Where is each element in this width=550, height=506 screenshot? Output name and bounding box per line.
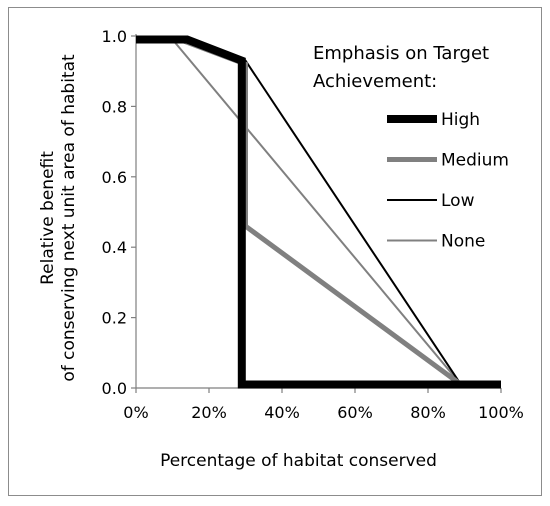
y-axis-title-line: Relative benefit	[38, 151, 58, 285]
x-tick-label: 60%	[337, 403, 373, 422]
x-tick-label: 0%	[123, 403, 148, 422]
y-tick-label: 0.4	[102, 238, 127, 257]
x-tick-label: 40%	[264, 403, 300, 422]
legend-label-none: None	[441, 232, 485, 252]
chart-frame	[8, 7, 542, 496]
y-tick-label: 1.0	[102, 27, 127, 46]
y-tick-label: 0.8	[102, 97, 127, 116]
y-tick-label: 0.6	[102, 168, 127, 187]
legend-label-medium: Medium	[441, 151, 509, 171]
legend-title-line: Achievement:	[313, 71, 437, 92]
x-tick-label: 80%	[410, 403, 446, 422]
x-tick-label: 20%	[191, 403, 227, 422]
y-tick-label: 0.0	[102, 379, 127, 398]
legend-label-high: High	[441, 110, 480, 130]
x-axis-title: Percentage of habitat conserved	[160, 451, 437, 471]
series-line-high	[136, 35, 501, 389]
y-tick-label: 0.2	[102, 309, 127, 328]
y-axis-title-line: of conserving next unit area of habitat	[59, 54, 79, 382]
legend-title-line: Emphasis on Target	[313, 43, 489, 64]
x-tick-label: 100%	[478, 403, 524, 422]
legend-label-low: Low	[441, 191, 475, 211]
